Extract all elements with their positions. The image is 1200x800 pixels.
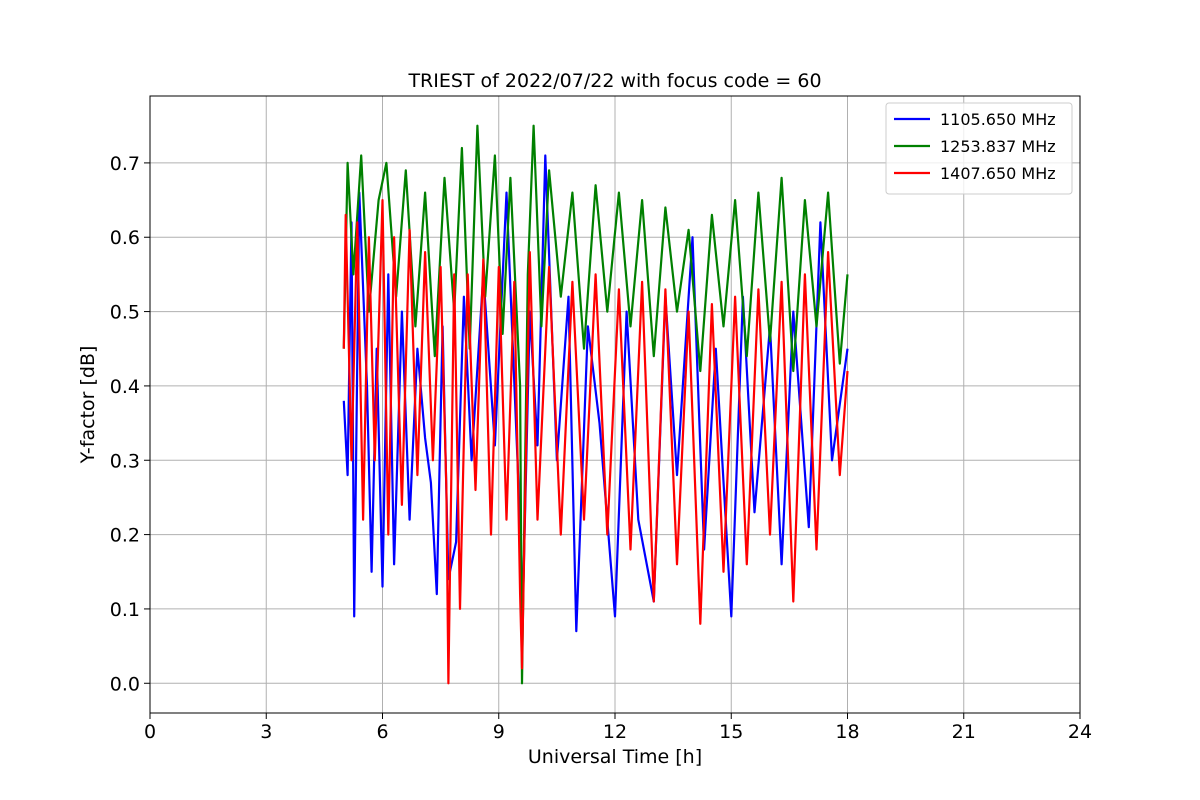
legend-entry-label: 1105.650 MHz <box>940 110 1056 129</box>
x-tick-label: 18 <box>835 721 859 743</box>
x-tick-label: 15 <box>719 721 743 743</box>
x-axis-label: Universal Time [h] <box>528 746 702 768</box>
x-tick-label: 3 <box>260 721 272 743</box>
y-tick-label: 0.4 <box>110 376 140 398</box>
chart-title: TRIEST of 2022/07/22 with focus code = 6… <box>407 70 821 92</box>
x-tick-label: 24 <box>1068 721 1092 743</box>
series-line-2 <box>342 124 849 685</box>
legend-box <box>885 102 1073 195</box>
x-tick-label: 6 <box>376 721 388 743</box>
x-tick-label: 0 <box>144 721 156 743</box>
y-tick-label: 0.7 <box>110 153 140 175</box>
y-tick-label: 0.5 <box>110 302 140 324</box>
x-tick-label: 12 <box>603 721 627 743</box>
legend-entry-label: 1253.837 MHz <box>940 137 1056 156</box>
y-axis-label: Y-factor [dB] <box>77 346 99 465</box>
plot-area <box>342 124 849 685</box>
series-line-3 <box>342 199 849 685</box>
x-tick-label: 9 <box>493 721 505 743</box>
y-tick-label: 0.1 <box>110 599 140 621</box>
y-tick-label: 0.3 <box>110 450 140 472</box>
x-tick-label: 21 <box>952 721 976 743</box>
y-tick-label: 0.2 <box>110 525 140 547</box>
y-tick-label: 0.6 <box>110 227 140 249</box>
legend: 1105.650 MHz 1253.837 MHz 1407.650 MHz <box>885 102 1073 195</box>
y-tick-label: 0.0 <box>110 673 140 695</box>
legend-entry-label: 1407.650 MHz <box>940 164 1056 183</box>
ticks: 0 3 6 9 12 15 18 21 24 0.0 0.1 0.2 0.3 0.4 0.5 0.6 0.7 <box>110 153 1092 743</box>
